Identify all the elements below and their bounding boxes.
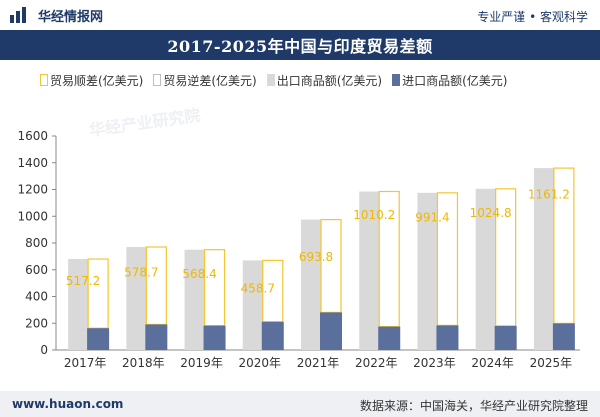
import-bar (145, 324, 168, 350)
x-tick-label: 2023年 (413, 356, 456, 370)
x-tick-label: 2018年 (122, 356, 165, 370)
legend-import-label: 进口商品额(亿美元) (402, 73, 508, 88)
legend-deficit-swatch (153, 74, 162, 86)
y-tick-label: 0 (40, 343, 48, 357)
surplus-data-label: 568.4 (182, 267, 216, 281)
y-tick-label: 1000 (17, 209, 48, 223)
surplus-data-label: 458.7 (241, 282, 275, 296)
import-bar (436, 325, 459, 350)
top-bar: 华经情报网 专业严谨 • 客观科学 (0, 0, 600, 30)
surplus-bar (87, 258, 109, 329)
watermark-text: 华经产业研究院 (88, 106, 202, 140)
legend-deficit: 贸易逆差(亿美元) (153, 72, 257, 89)
surplus-bar (145, 246, 167, 326)
legend-export-label: 出口商品额(亿美元) (276, 73, 383, 88)
footer-website: www.huaon.com (12, 397, 124, 411)
legend-export: 出口商品额(亿美元) (266, 72, 383, 89)
brand: 华经情报网 (10, 6, 104, 25)
chart-title: 2017-2025年中国与印度贸易差额 (167, 37, 433, 56)
legend: 贸易顺差(亿美元) 贸易逆差(亿美元) 出口商品额(亿美元) 进口商品额(亿美元… (40, 70, 600, 90)
x-tick-label: 2021年 (297, 356, 340, 370)
x-tick-label: 2017年 (64, 356, 107, 370)
import-bar (494, 325, 517, 350)
brand-name: 华经情报网 (38, 9, 104, 25)
surplus-data-label: 517.2 (66, 274, 100, 288)
legend-import-swatch (392, 74, 401, 86)
y-tick-label: 400 (25, 290, 48, 304)
import-bar (320, 312, 342, 350)
surplus-data-label: 578.7 (124, 266, 158, 280)
legend-export-swatch (266, 74, 275, 86)
import-bar (552, 323, 575, 350)
legend-surplus: 贸易顺差(亿美元) (40, 72, 143, 89)
y-tick-label: 1400 (17, 156, 48, 170)
x-tick-label: 2024年 (471, 356, 514, 370)
legend-surplus-label: 贸易顺差(亿美元) (50, 73, 144, 88)
y-tick-label: 1200 (17, 183, 48, 197)
surplus-bar (203, 249, 226, 327)
y-tick-label: 200 (25, 316, 48, 330)
x-tick-label: 2025年 (530, 356, 573, 370)
surplus-data-label: 991.4 (415, 210, 449, 224)
surplus-data-label: 1024.8 (470, 206, 512, 220)
x-tick-label: 2019年 (180, 356, 223, 370)
surplus-data-label: 1010.2 (353, 208, 395, 222)
title-bar: 2017-2025年中国与印度贸易差额 (0, 30, 600, 60)
surplus-data-label: 693.8 (299, 250, 333, 264)
surplus-data-label: 1161.2 (528, 188, 570, 202)
y-tick-label: 600 (25, 263, 48, 277)
import-bar (87, 328, 110, 350)
y-tick-label: 800 (25, 236, 48, 250)
surplus-bar (320, 218, 342, 314)
import-bar (261, 321, 284, 350)
chart-plot: 华经产业研究院 0 200 400 600 800 1000 1200 1400 1600 51… (17, 106, 580, 370)
legend-deficit-label: 贸易逆差(亿美元) (163, 73, 257, 88)
x-tick-label: 2020年 (239, 356, 282, 370)
surplus-bar (495, 188, 517, 327)
legend-surplus-swatch (40, 74, 48, 86)
y-tick-label: 1600 (17, 129, 48, 143)
import-bar (203, 325, 226, 350)
tagline: 专业严谨 • 客观科学 (477, 10, 588, 24)
x-tick-label: 2022年 (355, 356, 398, 370)
legend-import: 进口商品额(亿美元) (392, 72, 508, 89)
brand-logo-icon (10, 7, 32, 23)
import-bar (378, 326, 401, 350)
footer-source: 数据来源：中国海关，华经产业研究院整理 (359, 399, 588, 413)
footer: www.huaon.com 数据来源：中国海关，华经产业研究院整理 (0, 391, 600, 417)
